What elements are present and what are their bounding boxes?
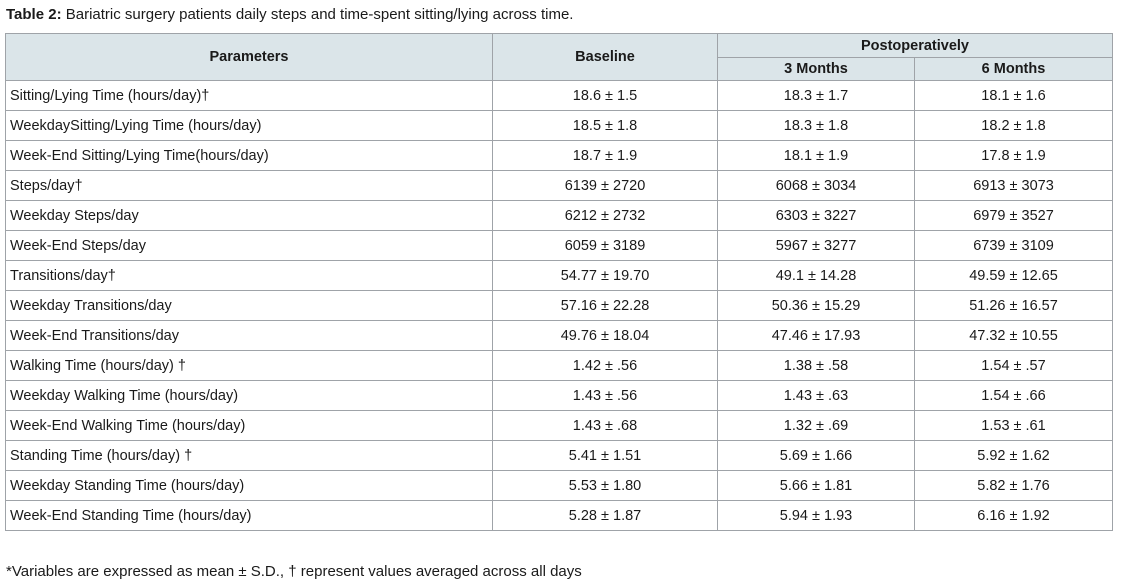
cell-3-months: 6068 ± 3034: [717, 170, 915, 201]
cell-parameter: Walking Time (hours/day) †: [5, 350, 493, 381]
table-row: Standing Time (hours/day) † 5.41 ± 1.51 5.…: [5, 440, 1113, 471]
cell-6-months: 18.1 ± 1.6: [914, 80, 1113, 111]
cell-3-months: 47.46 ± 17.93: [717, 320, 915, 351]
cell-6-months: 49.59 ± 12.65: [914, 260, 1113, 291]
header-postoperatively: Postoperatively: [717, 33, 1113, 58]
cell-parameter: Standing Time (hours/day) †: [5, 440, 493, 471]
cell-parameter: Weekday Walking Time (hours/day): [5, 380, 493, 411]
cell-6-months: 17.8 ± 1.9: [914, 140, 1113, 171]
table-footnote: *Variables are expressed as mean ± S.D.,…: [6, 563, 582, 580]
cell-parameter: Sitting/Lying Time (hours/day)†: [5, 80, 493, 111]
cell-3-months: 18.3 ± 1.8: [717, 110, 915, 141]
cell-3-months: 1.38 ± .58: [717, 350, 915, 381]
cell-3-months: 5.69 ± 1.66: [717, 440, 915, 471]
table-header: Parameters Baseline Postoperatively 3 Mo…: [5, 33, 1113, 81]
table-row: Weekday Walking Time (hours/day) 1.43 ± .…: [5, 380, 1113, 411]
cell-baseline: 1.43 ± .56: [492, 380, 718, 411]
cell-3-months: 5967 ± 3277: [717, 230, 915, 261]
cell-baseline: 5.41 ± 1.51: [492, 440, 718, 471]
cell-6-months: 5.82 ± 1.76: [914, 470, 1113, 501]
cell-parameter: Weekday Transitions/day: [5, 290, 493, 321]
cell-parameter: Week-End Steps/day: [5, 230, 493, 261]
cell-3-months: 50.36 ± 15.29: [717, 290, 915, 321]
cell-parameter: Week-End Standing Time (hours/day): [5, 500, 493, 531]
cell-6-months: 6913 ± 3073: [914, 170, 1113, 201]
table-row: Weekday Standing Time (hours/day) 5.53 ± …: [5, 470, 1113, 501]
cell-parameter: Weekday Standing Time (hours/day): [5, 470, 493, 501]
table-row: Weekday Transitions/day 57.16 ± 22.28 50.3…: [5, 290, 1113, 321]
cell-6-months: 5.92 ± 1.62: [914, 440, 1113, 471]
cell-parameter: Week-End Walking Time (hours/day): [5, 410, 493, 441]
table-row: Sitting/Lying Time (hours/day)† 18.6 ± 1.…: [5, 80, 1113, 111]
cell-3-months: 18.1 ± 1.9: [717, 140, 915, 171]
cell-6-months: 51.26 ± 16.57: [914, 290, 1113, 321]
cell-baseline: 6059 ± 3189: [492, 230, 718, 261]
cell-3-months: 5.94 ± 1.93: [717, 500, 915, 531]
header-baseline: Baseline: [492, 33, 718, 81]
caption-label: Table 2:: [6, 6, 62, 23]
cell-baseline: 49.76 ± 18.04: [492, 320, 718, 351]
table-row: Week-End Sitting/Lying Time(hours/day) 18…: [5, 140, 1113, 171]
cell-parameter: Week-End Sitting/Lying Time(hours/day): [5, 140, 493, 171]
cell-3-months: 1.32 ± .69: [717, 410, 915, 441]
cell-parameter: Transitions/day†: [5, 260, 493, 291]
cell-baseline: 6212 ± 2732: [492, 200, 718, 231]
table-row: Week-End Transitions/day 49.76 ± 18.04 47.…: [5, 320, 1113, 351]
cell-6-months: 6.16 ± 1.92: [914, 500, 1113, 531]
cell-6-months: 6739 ± 3109: [914, 230, 1113, 261]
header-parameters: Parameters: [5, 33, 493, 81]
table-row: Week-End Walking Time (hours/day) 1.43 ± …: [5, 410, 1113, 441]
cell-6-months: 1.54 ± .57: [914, 350, 1113, 381]
header-3-months: 3 Months: [717, 57, 915, 81]
cell-baseline: 5.53 ± 1.80: [492, 470, 718, 501]
table-row: Weekday Steps/day 6212 ± 2732 6303 ± 3227 6…: [5, 200, 1113, 231]
cell-baseline: 54.77 ± 19.70: [492, 260, 718, 291]
table-row: Walking Time (hours/day) † 1.42 ± .56 1.38…: [5, 350, 1113, 381]
cell-baseline: 18.6 ± 1.5: [492, 80, 718, 111]
cell-baseline: 1.43 ± .68: [492, 410, 718, 441]
cell-parameter: WeekdaySitting/Lying Time (hours/day): [5, 110, 493, 141]
cell-baseline: 57.16 ± 22.28: [492, 290, 718, 321]
cell-3-months: 18.3 ± 1.7: [717, 80, 915, 111]
cell-baseline: 1.42 ± .56: [492, 350, 718, 381]
cell-6-months: 18.2 ± 1.8: [914, 110, 1113, 141]
cell-baseline: 6139 ± 2720: [492, 170, 718, 201]
cell-baseline: 5.28 ± 1.87: [492, 500, 718, 531]
cell-3-months: 1.43 ± .63: [717, 380, 915, 411]
cell-6-months: 6979 ± 3527: [914, 200, 1113, 231]
cell-3-months: 5.66 ± 1.81: [717, 470, 915, 501]
cell-6-months: 47.32 ± 10.55: [914, 320, 1113, 351]
table-row: Steps/day† 6139 ± 2720 6068 ± 3034 6913 ± 3…: [5, 170, 1113, 201]
cell-parameter: Steps/day†: [5, 170, 493, 201]
header-6-months: 6 Months: [914, 57, 1113, 81]
table-row: Week-End Steps/day 6059 ± 3189 5967 ± 3277…: [5, 230, 1113, 261]
cell-6-months: 1.54 ± .66: [914, 380, 1113, 411]
cell-6-months: 1.53 ± .61: [914, 410, 1113, 441]
cell-parameter: Weekday Steps/day: [5, 200, 493, 231]
caption-text: Bariatric surgery patients daily steps a…: [61, 6, 574, 23]
cell-baseline: 18.7 ± 1.9: [492, 140, 718, 171]
table-body: Sitting/Lying Time (hours/day)† 18.6 ± 1.…: [5, 80, 1113, 531]
table-row: Week-End Standing Time (hours/day) 5.28 ±…: [5, 500, 1113, 531]
data-table: Parameters Baseline Postoperatively 3 Mo…: [5, 33, 1113, 531]
cell-baseline: 18.5 ± 1.8: [492, 110, 718, 141]
cell-parameter: Week-End Transitions/day: [5, 320, 493, 351]
table-caption: Table 2: Bariatric surgery patients dail…: [6, 6, 573, 24]
cell-3-months: 6303 ± 3227: [717, 200, 915, 231]
cell-3-months: 49.1 ± 14.28: [717, 260, 915, 291]
table-row: Transitions/day† 54.77 ± 19.70 49.1 ± 14.2…: [5, 260, 1113, 291]
table-row: WeekdaySitting/Lying Time (hours/day) 18.…: [5, 110, 1113, 141]
